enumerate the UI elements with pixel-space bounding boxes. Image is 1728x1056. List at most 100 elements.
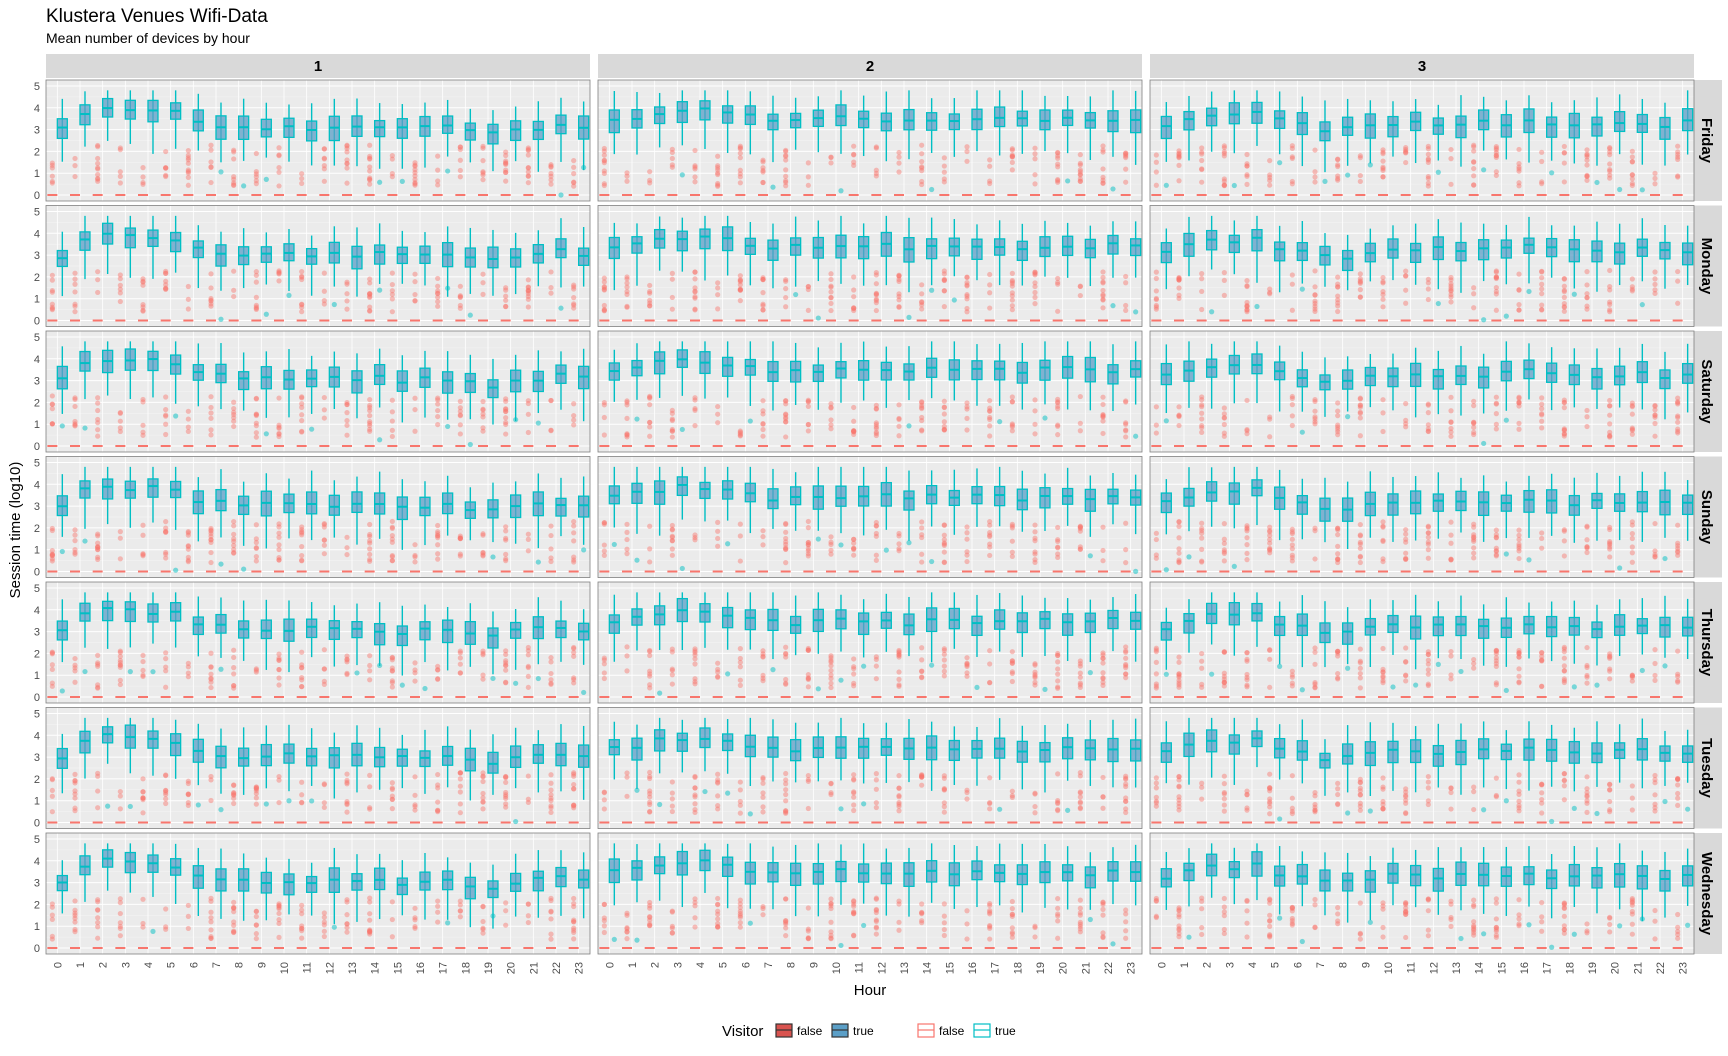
outlier-point-false <box>525 664 531 671</box>
box-true <box>124 227 136 249</box>
outlier-point-false <box>253 667 259 673</box>
outlier-point-false <box>1425 428 1431 435</box>
outlier-point-false <box>1584 173 1590 180</box>
outlier-point-false <box>896 160 902 166</box>
outlier-point-false <box>873 405 879 412</box>
outlier-point-false <box>1652 403 1658 409</box>
outlier-point-false <box>669 552 675 558</box>
outlier-point-false <box>1199 276 1205 282</box>
outlier-point-false <box>117 276 123 282</box>
outlier-point-false <box>851 429 857 435</box>
outlier-point-false <box>692 174 698 180</box>
outlier-point-false <box>1561 300 1567 307</box>
outlier-point-false <box>783 521 789 527</box>
outlier-point-false <box>299 269 305 275</box>
y-tick-label: 3 <box>34 501 40 513</box>
outlier-point-false <box>669 407 675 414</box>
outlier-point-false <box>1009 538 1015 544</box>
outlier-point-false <box>1584 294 1590 301</box>
outlier-point-false <box>1448 433 1454 439</box>
outlier-point-false <box>1055 422 1061 428</box>
outlier-point-false <box>828 154 834 161</box>
outlier-point-false <box>1607 309 1613 315</box>
outlier-point-false <box>571 164 577 170</box>
outlier-point-false <box>1561 399 1567 406</box>
outlier-point-false <box>737 779 743 785</box>
outlier-point-false <box>941 288 947 294</box>
outlier-point-false <box>412 406 418 413</box>
outlier-point-false <box>299 180 305 187</box>
outlier-point-false <box>896 548 902 554</box>
outlier-point-false <box>1584 154 1590 160</box>
outlier-point-false <box>49 553 55 559</box>
outlier-point-false <box>1471 555 1477 561</box>
outlier-point-false <box>851 294 857 300</box>
outlier-point-false <box>692 295 698 301</box>
outlier-point-false <box>1100 394 1106 400</box>
outlier-point-false <box>669 546 675 552</box>
box-true <box>1160 492 1172 514</box>
outlier-point-false <box>669 149 675 156</box>
outlier-point-false <box>647 559 653 565</box>
outlier-point-true <box>195 802 201 808</box>
outlier-point-false <box>1516 146 1522 153</box>
outlier-point-false <box>1652 420 1658 427</box>
outlier-point-false <box>1100 292 1106 298</box>
outlier-point-false <box>1584 157 1590 163</box>
outlier-point-false <box>457 413 463 419</box>
outlier-point-false <box>95 660 101 666</box>
outlier-point-false <box>457 167 463 174</box>
outlier-point-false <box>1312 174 1318 180</box>
outlier-point-false <box>1561 150 1567 156</box>
box-true <box>1084 612 1096 634</box>
outlier-point-true <box>883 547 889 553</box>
outlier-point-false <box>624 432 630 438</box>
outlier-point-false <box>783 397 789 404</box>
outlier-point-false <box>737 429 743 435</box>
outlier-point-false <box>1675 149 1681 155</box>
outlier-point-false <box>253 306 259 312</box>
box-true <box>283 117 295 139</box>
outlier-point-false <box>873 281 879 287</box>
outlier-point-false <box>987 405 993 411</box>
outlier-point-false <box>873 430 879 437</box>
outlier-point-false <box>601 308 607 314</box>
outlier-point-false <box>276 278 282 284</box>
outlier-point-true <box>331 301 337 308</box>
outlier-point-false <box>715 666 721 672</box>
outlier-point-false <box>1267 174 1273 181</box>
outlier-point-false <box>1380 556 1386 562</box>
outlier-point-true <box>309 426 315 432</box>
outlier-point-false <box>1221 430 1227 436</box>
outlier-point-false <box>344 143 350 149</box>
outlier-point-false <box>548 797 554 804</box>
outlier-point-false <box>1153 530 1159 536</box>
outlier-point-false <box>1100 676 1106 682</box>
outlier-point-true <box>906 314 912 320</box>
outlier-point-false <box>1055 432 1061 438</box>
outlier-point-false <box>1312 284 1318 290</box>
outlier-point-false <box>624 173 630 179</box>
facet-row-label: Friday <box>1698 118 1715 164</box>
outlier-point-false <box>828 294 834 301</box>
outlier-point-false <box>367 177 373 183</box>
outlier-point-false <box>140 522 146 528</box>
outlier-point-false <box>117 535 123 541</box>
outlier-point-false <box>503 406 509 412</box>
outlier-point-false <box>919 402 925 408</box>
outlier-point-false <box>851 305 857 311</box>
outlier-point-false <box>299 171 305 177</box>
outlier-point-false <box>1629 182 1635 189</box>
outlier-point-false <box>117 282 123 288</box>
outlier-point-false <box>1539 411 1545 417</box>
outlier-point-false <box>941 559 947 565</box>
outlier-point-false <box>1357 545 1363 551</box>
outlier-point-false <box>1123 280 1129 286</box>
outlier-point-false <box>1055 400 1061 406</box>
box-true <box>676 732 688 752</box>
outlier-point-false <box>208 164 214 170</box>
outlier-point-false <box>185 664 191 670</box>
outlier-point-false <box>1493 401 1499 407</box>
outlier-point-false <box>601 181 607 187</box>
outlier-point-false <box>1176 277 1182 283</box>
